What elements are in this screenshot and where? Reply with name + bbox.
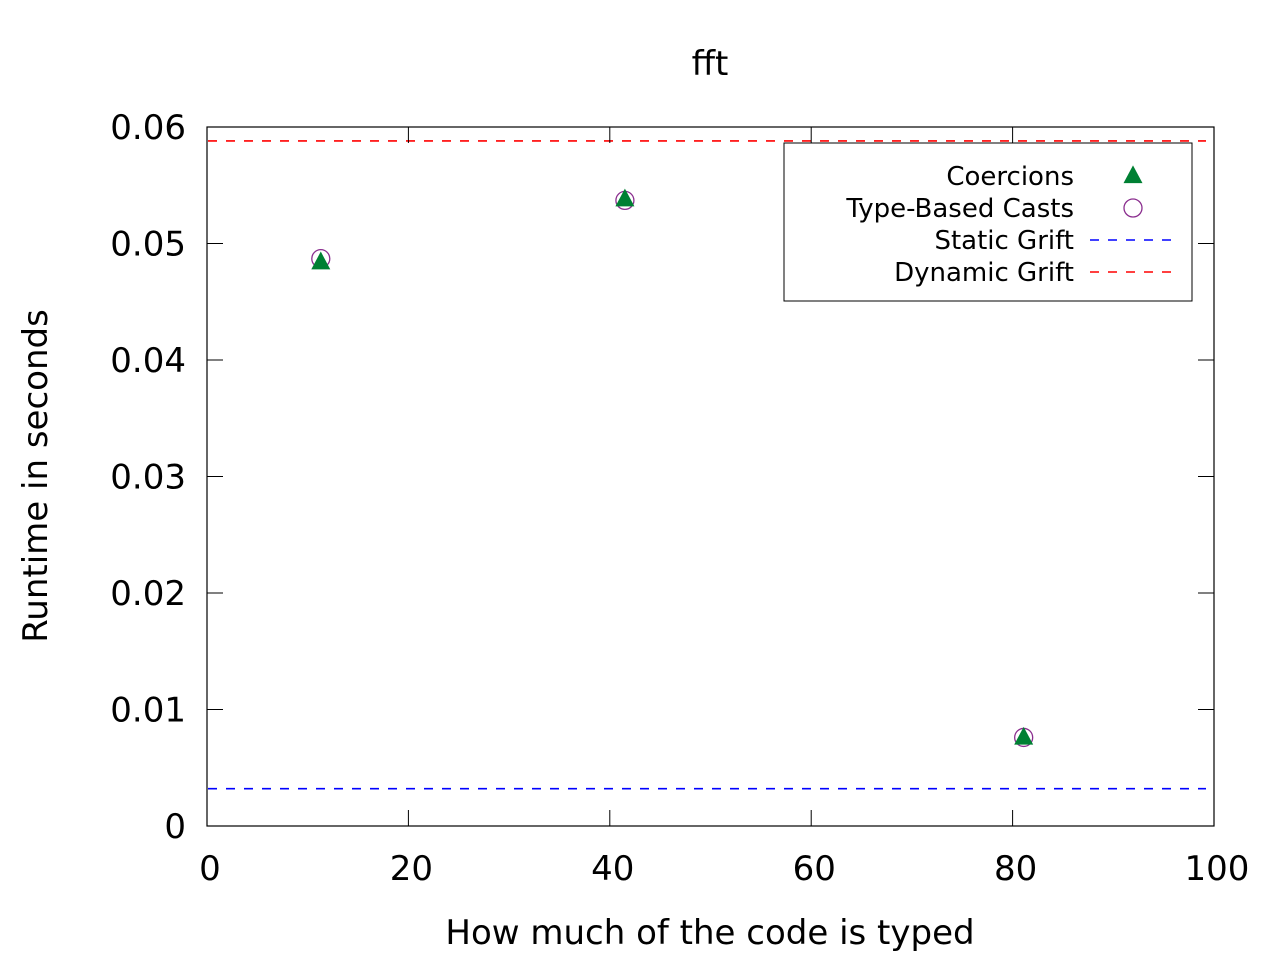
legend-box xyxy=(783,142,1193,302)
legend-label: Coercions xyxy=(946,162,1074,192)
data-point-coercions xyxy=(615,188,635,207)
legend-marker-coercions xyxy=(1123,165,1143,184)
x-tick-label: 60 xyxy=(793,849,836,889)
y-tick-label: 0.04 xyxy=(110,341,186,381)
y-tick-label: 0.06 xyxy=(110,108,186,148)
legend-label: Dynamic Grift xyxy=(894,258,1074,288)
legend-label: Type-Based Casts xyxy=(845,194,1074,224)
chart-title: fft xyxy=(692,44,729,84)
x-tick-label: 0 xyxy=(199,849,221,889)
y-tick-label: 0 xyxy=(164,807,186,847)
legend-marker-type-based-casts xyxy=(1123,198,1143,218)
legend-label: Static Grift xyxy=(934,226,1074,256)
x-axis-label: How much of the code is typed xyxy=(445,913,974,953)
data-point-coercions xyxy=(1014,726,1034,745)
plot-area xyxy=(208,140,1206,790)
y-tick-label: 0.05 xyxy=(110,225,186,265)
x-tick-label: 100 xyxy=(1185,849,1250,889)
axis-ticks: 0 20 40 60 80 100 0 0.01 0.02 0.03 0.04 0.05 0.06 xyxy=(110,108,1249,889)
x-tick-label: 20 xyxy=(390,849,433,889)
x-tick-label: 40 xyxy=(591,849,634,889)
y-axis-label: Runtime in seconds xyxy=(16,309,56,643)
x-tick-label: 80 xyxy=(994,849,1037,889)
data-point-coercions xyxy=(311,251,331,270)
y-tick-label: 0.02 xyxy=(110,574,186,614)
y-tick-label: 0.03 xyxy=(110,458,186,498)
y-tick-label: 0.01 xyxy=(110,691,186,731)
